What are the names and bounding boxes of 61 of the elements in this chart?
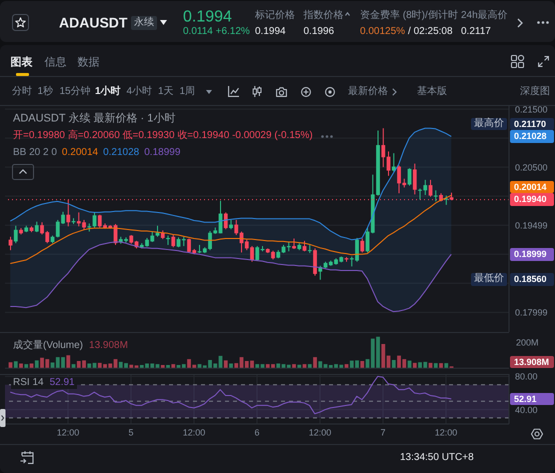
text: ADAUSDT 永续 最新价格 · 1小时 <box>13 112 176 126</box>
text: 资金费率 (8时)/倒计时 <box>360 10 458 22</box>
annotation: 0.21028 <box>103 147 140 159</box>
text: 标记价格 <box>255 10 295 22</box>
text: ADAUSDT <box>59 14 128 31</box>
text: 0.20014 <box>514 182 547 192</box>
text: 24h最高价 <box>461 10 508 22</box>
text: 深度图 <box>520 86 550 98</box>
text: 0.1996 <box>304 26 334 38</box>
legend-title: BB 20 2 0 <box>13 147 57 159</box>
x-tick-label: 5 <box>128 427 134 438</box>
x-tick-label: 6 <box>254 427 260 438</box>
text: 0.21028 <box>514 131 547 142</box>
text: 开=0.19980 高=0.20060 低=0.19930 收=0.19940 -0.00029 (-0.15%) <box>13 130 313 142</box>
y-tick-label: 0.20500 <box>515 162 548 172</box>
text: 0.0114 +6.12% <box>183 26 250 38</box>
x-tick-label: 12:00 <box>182 427 206 438</box>
annotation: 0.20014 <box>62 147 98 159</box>
text: 基本版 <box>417 86 447 98</box>
text: 13.908M <box>514 356 550 367</box>
chart-title: RSI 14 <box>13 376 44 388</box>
text: 0.1994 <box>183 6 232 26</box>
text: 最新价格 <box>348 86 388 98</box>
text: 200M <box>516 337 539 348</box>
text: 15分钟 <box>60 86 91 98</box>
text: 1周 <box>180 86 196 98</box>
ref-line-label: 0.19940 <box>510 193 554 206</box>
x-tick-label: 7 <box>380 427 386 438</box>
y-tick-label: 40.00 <box>515 404 538 415</box>
text: 0.1994 <box>255 26 286 38</box>
text: 数据 <box>78 56 100 70</box>
text: 1天 <box>158 86 174 98</box>
text: 指数价格 <box>304 10 344 22</box>
text: 最高价 <box>471 118 507 130</box>
annotation: 52.91 <box>50 376 75 388</box>
x-tick-label: 12:00 <box>434 427 458 438</box>
text: 0.21170 <box>510 118 554 130</box>
y-tick-label: 80.00 <box>515 372 538 382</box>
text: 4小时 <box>126 86 152 98</box>
annotation: 13.908M <box>89 340 128 352</box>
text: 1秒 <box>38 86 54 98</box>
text: 0.18560 <box>510 273 554 286</box>
y-tick-label: 0.19499 <box>515 220 548 230</box>
text: 信息 <box>44 56 66 70</box>
y-tick-label: 0.21500 <box>515 104 548 114</box>
chart-title: 成交量(Volume) <box>13 340 84 352</box>
text: 1小时 <box>95 86 121 98</box>
text: 分时 <box>12 86 32 98</box>
text: 0.2117 <box>461 26 491 38</box>
text: 13:34:50 UTC+8 <box>400 452 474 464</box>
text: 永续 <box>131 16 157 30</box>
text: 0.00125% <box>360 26 406 38</box>
text: 52.91 <box>514 394 537 404</box>
text: 图表 <box>10 56 32 70</box>
x-tick-label: 12:00 <box>56 427 80 438</box>
y-tick-label: 0.17999 <box>515 308 548 318</box>
text: / 02:25:08 <box>408 26 453 38</box>
text: 0.18999 <box>514 249 547 259</box>
text: 最低价 <box>471 273 507 286</box>
x-tick-label: 12:00 <box>308 427 332 438</box>
annotation: 0.18999 <box>144 147 180 159</box>
